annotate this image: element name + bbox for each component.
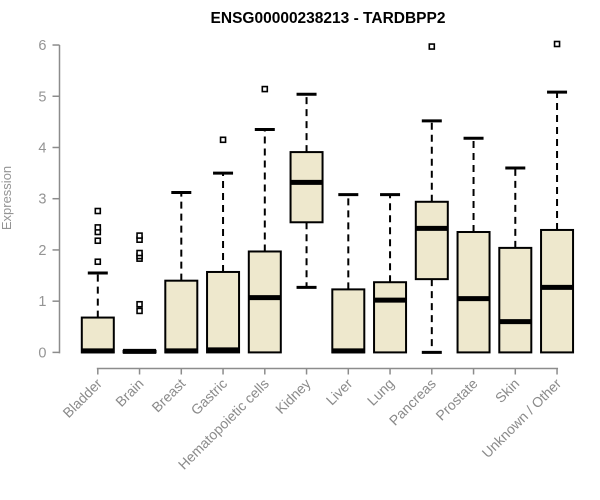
boxplot-brain	[122, 232, 157, 354]
y-axis-tick-label: 5	[38, 89, 46, 105]
x-axis-category-label: Bladder	[59, 375, 105, 421]
iqr-box	[247, 250, 282, 354]
outlier-point	[136, 232, 143, 239]
outlier-point	[261, 85, 269, 93]
boxplot-liver	[331, 193, 366, 354]
outlier-point	[94, 258, 102, 266]
outlier-point	[94, 207, 102, 215]
x-axis-category-label: Breast	[148, 375, 188, 415]
x-axis-category-label: Prostate	[432, 375, 480, 423]
y-axis-title: Expression	[0, 166, 14, 230]
boxplot-prostate	[456, 136, 491, 354]
x-axis-category-label: Unknown / Other	[479, 375, 565, 461]
iqr-box	[289, 151, 324, 224]
outlier-point	[428, 43, 436, 50]
boxplot-series	[80, 40, 575, 354]
outlier-point	[136, 307, 143, 315]
iqr-box	[540, 228, 575, 354]
boxplot-gastric	[206, 136, 241, 354]
boxplot-breast	[164, 191, 199, 354]
iqr-box	[206, 270, 241, 354]
boxplot-lung	[373, 193, 408, 354]
y-axis-tick-label: 3	[38, 192, 46, 208]
outlier-point	[94, 237, 102, 245]
x-axis-category-label: Kidney	[272, 375, 314, 417]
boxplot-pancreas	[414, 43, 449, 354]
y-axis-tick-label: 4	[38, 140, 46, 156]
boxplot-kidney	[289, 92, 324, 289]
chart-title: ENSG00000238213 - TARDBPP2	[211, 10, 446, 27]
y-axis-tick-label: 1	[38, 294, 46, 310]
iqr-box	[80, 316, 115, 354]
iqr-box	[373, 281, 408, 354]
x-axis-category-label: Lung	[364, 375, 397, 408]
x-axis-category-label: Brain	[112, 375, 146, 409]
x-axis-category-label: Skin	[492, 375, 523, 406]
y-axis-tick-label: 0	[38, 345, 46, 361]
x-axis-category-label: Liver	[323, 375, 356, 408]
outlier-point	[136, 249, 143, 257]
y-axis-tick-label: 6	[38, 38, 46, 54]
boxplot-bladder	[80, 207, 115, 354]
iqr-box	[456, 231, 491, 354]
y-axis-tick-label: 2	[38, 243, 46, 259]
iqr-box	[498, 246, 533, 354]
outlier-point	[219, 136, 227, 144]
iqr-box	[164, 279, 199, 354]
boxplot-skin	[498, 166, 533, 354]
boxplot-unknown-other	[540, 40, 575, 354]
outlier-point	[136, 300, 143, 308]
boxplot-hematopoietic-cells	[247, 85, 282, 354]
outlier-point	[553, 40, 561, 48]
outlier-point	[94, 224, 102, 231]
iqr-box	[414, 200, 449, 281]
iqr-box	[331, 288, 366, 354]
